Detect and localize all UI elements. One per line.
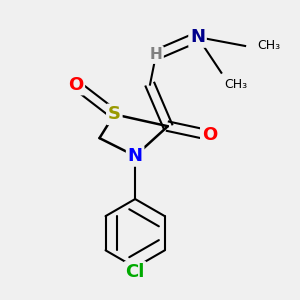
Text: O: O [68, 76, 83, 94]
Text: O: O [202, 126, 217, 144]
Text: N: N [128, 147, 142, 165]
Text: CH₃: CH₃ [257, 40, 280, 52]
Text: S: S [108, 105, 121, 123]
Text: N: N [190, 28, 205, 46]
Text: H: H [150, 47, 162, 62]
Text: Cl: Cl [125, 263, 145, 281]
Text: CH₃: CH₃ [224, 78, 248, 91]
